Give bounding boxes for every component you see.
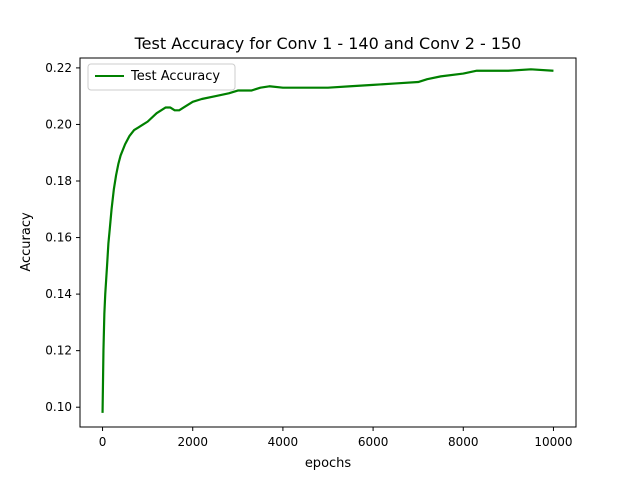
legend: Test Accuracy <box>87 63 236 91</box>
axes-frame <box>79 57 577 428</box>
x-tick-label: 10000 <box>534 435 572 449</box>
y-tick-label: 0.14 <box>45 287 72 301</box>
x-tick-label: 0 <box>99 435 107 449</box>
y-tick-label: 0.12 <box>45 344 72 358</box>
series-line <box>101 68 554 413</box>
plot-area <box>101 68 554 413</box>
y-axis: 0.10 0.12 0.14 0.16 0.18 0.20 0.22 <box>45 61 80 414</box>
y-tick-label: 0.16 <box>45 231 72 245</box>
legend-box <box>87 63 236 91</box>
y-tick-label: 0.18 <box>45 174 72 188</box>
y-tick-label: 0.10 <box>45 400 72 414</box>
y-tick-label: 0.22 <box>45 61 72 75</box>
x-tick-label: 6000 <box>358 435 389 449</box>
x-tick-label: 2000 <box>177 435 208 449</box>
chart-title: Test Accuracy for Conv 1 - 140 and Conv … <box>134 34 522 53</box>
legend-label: Test Accuracy <box>130 69 220 84</box>
x-axis: 0 2000 4000 6000 8000 10000 <box>99 427 573 449</box>
y-axis-label: Accuracy <box>19 212 34 272</box>
x-tick-label: 4000 <box>268 435 299 449</box>
x-axis-label: epochs <box>305 456 352 471</box>
x-tick-label: 8000 <box>448 435 479 449</box>
y-tick-label: 0.20 <box>45 117 72 131</box>
